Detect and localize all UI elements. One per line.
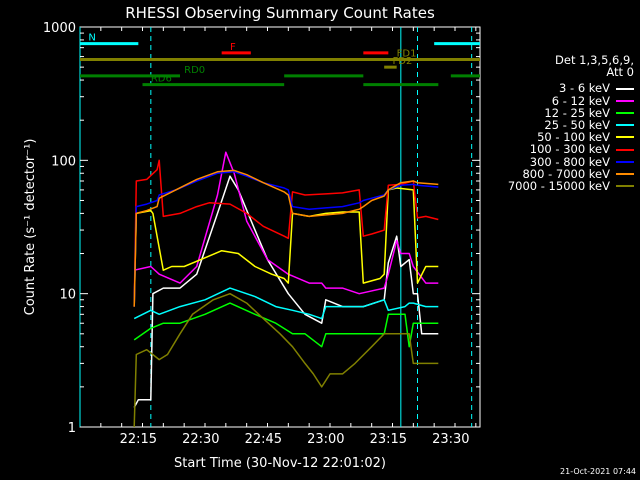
series-line [133,287,439,320]
legend-label: 300 - 800 keV [529,154,610,169]
x-tick-label: 22:15 [120,432,157,447]
legend-label: 50 - 100 keV [537,130,610,145]
x-tick-label: 23:00 [307,432,344,447]
x-tick-label: 22:45 [245,432,282,447]
flag-label: RD6 [151,74,172,85]
legend-label: 3 - 6 keV [559,81,610,96]
legend-item: 12 - 25 keV [508,107,634,119]
flag-label: FD1 [397,49,417,60]
legend-item: 6 - 12 keV [508,93,634,108]
series-line [133,159,439,307]
chart-title: RHESSI Observing Summary Count Rates [125,4,435,22]
series-line [133,175,439,408]
series-line [133,292,439,428]
legend-label: 7000 - 15000 keV [507,179,610,194]
legend-swatch [616,160,634,163]
y-axis: 1 10 100 1000 [43,21,480,436]
flag-label: N [88,33,95,44]
legend-label: 100 - 300 keV [529,142,610,157]
series-line [133,169,439,307]
legend-swatch [616,148,634,151]
legend-label: 800 - 7000 keV [522,166,610,181]
legend-header-detectors: Det 1,3,5,6,9, [555,53,634,67]
legend-item: 50 - 100 keV [508,131,634,143]
legend-item: 100 - 300 keV [508,142,634,157]
series-line [134,151,439,295]
generation-timestamp: 21-Oct-2021 07:44 [560,467,636,476]
series-group [133,151,439,428]
legend-label: 12 - 25 keV [544,105,610,120]
x-axis: 22:15 22:30 22:45 23:00 23:15 23:30 [100,27,477,447]
y-tick-label: 1 [68,421,76,436]
x-axis-label: Start Time (30-Nov-12 22:01:02) [174,456,386,471]
y-tick-label: 10 [59,288,76,303]
legend-swatch [616,111,634,114]
series-line [133,171,439,307]
x-tick-label: 22:30 [182,432,219,447]
flag-label: RD0 [184,65,205,76]
legend-item: 300 - 800 keV [508,154,634,169]
vertical-markers [79,27,473,427]
legend-label: 6 - 12 keV [551,93,610,108]
plot-frame [79,26,481,428]
legend: Det 1,3,5,6,9, Att 0 3 - 6 keV 6 - 12 ke… [508,54,634,192]
legend-swatch [616,87,634,90]
legend-label: 25 - 50 keV [544,118,610,133]
legend-swatch [616,185,634,188]
legend-item: 25 - 50 keV [508,119,634,131]
legend-swatch [616,136,634,139]
legend-swatch [616,99,634,102]
legend-item: 7000 - 15000 keV [508,180,634,192]
y-axis-label: Count Rate (s⁻¹ detector⁻¹) [23,139,38,316]
legend-swatch [616,124,634,127]
flag-label: FD2 [393,56,413,67]
x-tick-label: 23:15 [370,432,407,447]
legend-header-attenuator: Att 0 [606,65,634,80]
flag-label: F [230,42,236,53]
legend-item: 800 - 7000 keV [508,168,634,180]
y-tick-label: 100 [51,154,76,169]
legend-swatch [616,172,634,175]
legend-item: 3 - 6 keV [508,81,634,96]
x-tick-label: 23:30 [432,432,469,447]
y-tick-label: 1000 [43,21,76,36]
